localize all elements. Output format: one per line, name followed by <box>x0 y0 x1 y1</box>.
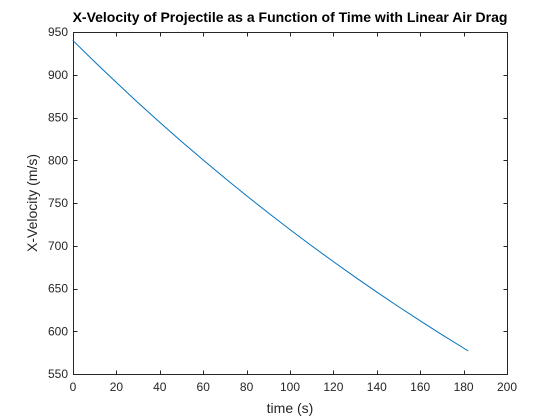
series-layer <box>72 40 469 352</box>
x-tick-label: 200 <box>497 380 517 394</box>
x-tick-label: 20 <box>110 380 124 394</box>
x-tick-label: 80 <box>240 380 254 394</box>
x-tick-label: 160 <box>410 380 430 394</box>
y-tick-label: 850 <box>48 111 68 125</box>
x-tick-label: 0 <box>70 380 77 394</box>
y-axis-label: X-Velocity (m/s) <box>24 154 40 252</box>
x-tick-label: 140 <box>367 380 387 394</box>
x-tick-label: 40 <box>153 380 167 394</box>
x-tick-label: 100 <box>280 380 300 394</box>
axis-ticks: 0 20 40 60 80 100 120 140 160 180 200 550 600 650 700 7… <box>48 25 517 394</box>
y-tick-label: 750 <box>48 196 68 210</box>
y-tick-label: 600 <box>48 324 68 338</box>
x-tick-label: 120 <box>323 380 343 394</box>
y-tick-label: 700 <box>48 239 68 253</box>
series-line <box>72 40 469 352</box>
y-tick-label: 550 <box>48 367 68 381</box>
x-tick-label: 60 <box>197 380 211 394</box>
chart-title: X-Velocity of Projectile as a Function o… <box>73 9 508 25</box>
y-tick-label: 900 <box>48 68 68 82</box>
x-tick-label: 180 <box>454 380 474 394</box>
x-axis-label: time (s) <box>267 400 314 416</box>
y-tick-label: 800 <box>48 153 68 167</box>
y-tick-label: 950 <box>48 25 68 39</box>
y-tick-label: 650 <box>48 282 68 296</box>
